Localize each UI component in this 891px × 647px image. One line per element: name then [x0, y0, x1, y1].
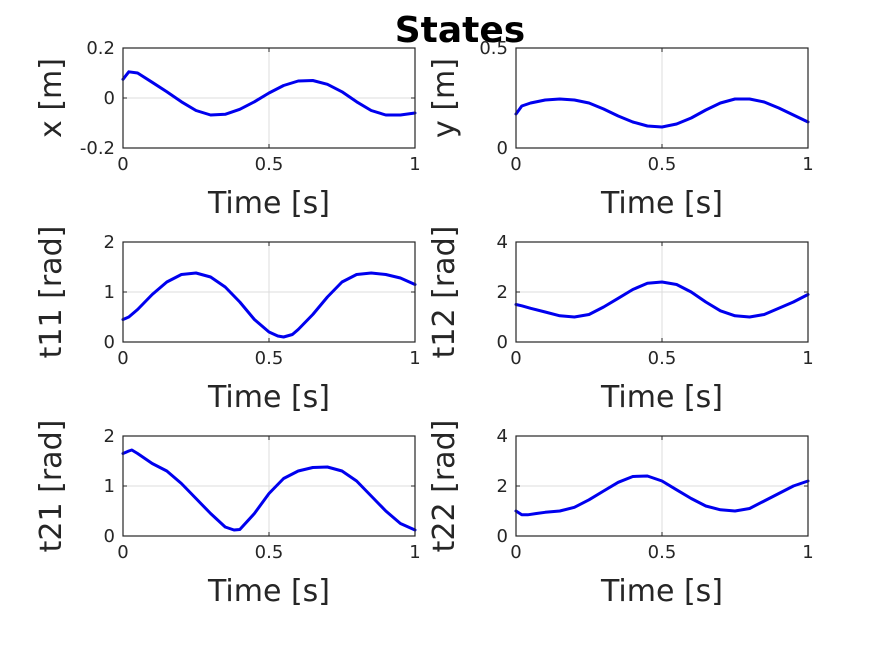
y-tick-label: 2: [497, 476, 508, 497]
x-tick-label: 0: [510, 542, 521, 563]
x-tick-label: 0.5: [648, 542, 677, 563]
x-tick-label: 0.5: [648, 154, 677, 175]
y-axis-label: y [m]: [427, 58, 462, 138]
y-tick-label: 0: [497, 526, 508, 547]
subplot-5: 0 0.5 1 0 1 2 Time [s] t21 [rad]: [34, 420, 421, 609]
y-tick-label: 0: [497, 138, 508, 159]
x-tick-label: 0: [117, 154, 128, 175]
y-axis-label: t12 [rad]: [427, 226, 462, 359]
y-tick-label: 0.2: [86, 38, 115, 59]
y-tick-label: 4: [497, 426, 508, 447]
y-tick-label: 2: [104, 232, 115, 253]
series-line: [121, 271, 417, 339]
x-axis-label: Time [s]: [600, 574, 723, 609]
y-tick-label: 0: [104, 88, 115, 109]
series-line: [514, 97, 810, 129]
y-tick-label: 0.5: [479, 38, 508, 59]
figure-title: States: [395, 10, 525, 51]
x-axis-label: Time [s]: [600, 380, 723, 415]
y-tick-label: -0.2: [80, 138, 115, 159]
x-tick-label: 1: [802, 154, 813, 175]
x-tick-label: 0: [510, 348, 521, 369]
series-line: [121, 448, 417, 532]
x-tick-label: 0: [510, 154, 521, 175]
y-axis-label: t11 [rad]: [34, 226, 69, 359]
y-tick-label: 0: [497, 332, 508, 353]
y-axis-label: x [m]: [34, 58, 69, 138]
x-tick-label: 1: [409, 542, 420, 563]
y-axis-label: t22 [rad]: [427, 420, 462, 553]
y-tick-label: 1: [104, 282, 115, 303]
series-line: [121, 70, 417, 117]
x-tick-label: 1: [409, 348, 420, 369]
y-axis-label: t21 [rad]: [34, 420, 69, 553]
y-tick-label: 4: [497, 232, 508, 253]
x-axis-label: Time [s]: [207, 186, 330, 221]
x-tick-label: 1: [802, 348, 813, 369]
x-axis-label: Time [s]: [600, 186, 723, 221]
x-axis-label: Time [s]: [207, 380, 330, 415]
subplot-6: 0 0.5 1 0 2 4 Time [s] t22 [rad]: [427, 420, 814, 609]
y-tick-label: 2: [104, 426, 115, 447]
x-tick-label: 0.5: [255, 542, 284, 563]
x-tick-label: 0: [117, 348, 128, 369]
x-tick-label: 0.5: [255, 154, 284, 175]
x-axis-label: Time [s]: [207, 574, 330, 609]
x-tick-label: 0: [117, 542, 128, 563]
subplot-4: 0 0.5 1 0 2 4 Time [s] t12 [rad]: [427, 226, 814, 415]
y-tick-label: 0: [104, 332, 115, 353]
series-line: [514, 280, 810, 319]
subplot-3: 0 0.5 1 0 1 2 Time [s] t11 [rad]: [34, 226, 421, 415]
y-tick-label: 1: [104, 476, 115, 497]
y-tick-label: 2: [497, 282, 508, 303]
x-tick-label: 1: [802, 542, 813, 563]
x-tick-label: 0.5: [255, 348, 284, 369]
subplot-2: 0 0.5 1 0 0.5 Time [s] y [m]: [427, 38, 814, 221]
x-tick-label: 1: [409, 154, 420, 175]
y-tick-label: 0: [104, 526, 115, 547]
series-line: [514, 474, 810, 517]
x-tick-label: 0.5: [648, 348, 677, 369]
